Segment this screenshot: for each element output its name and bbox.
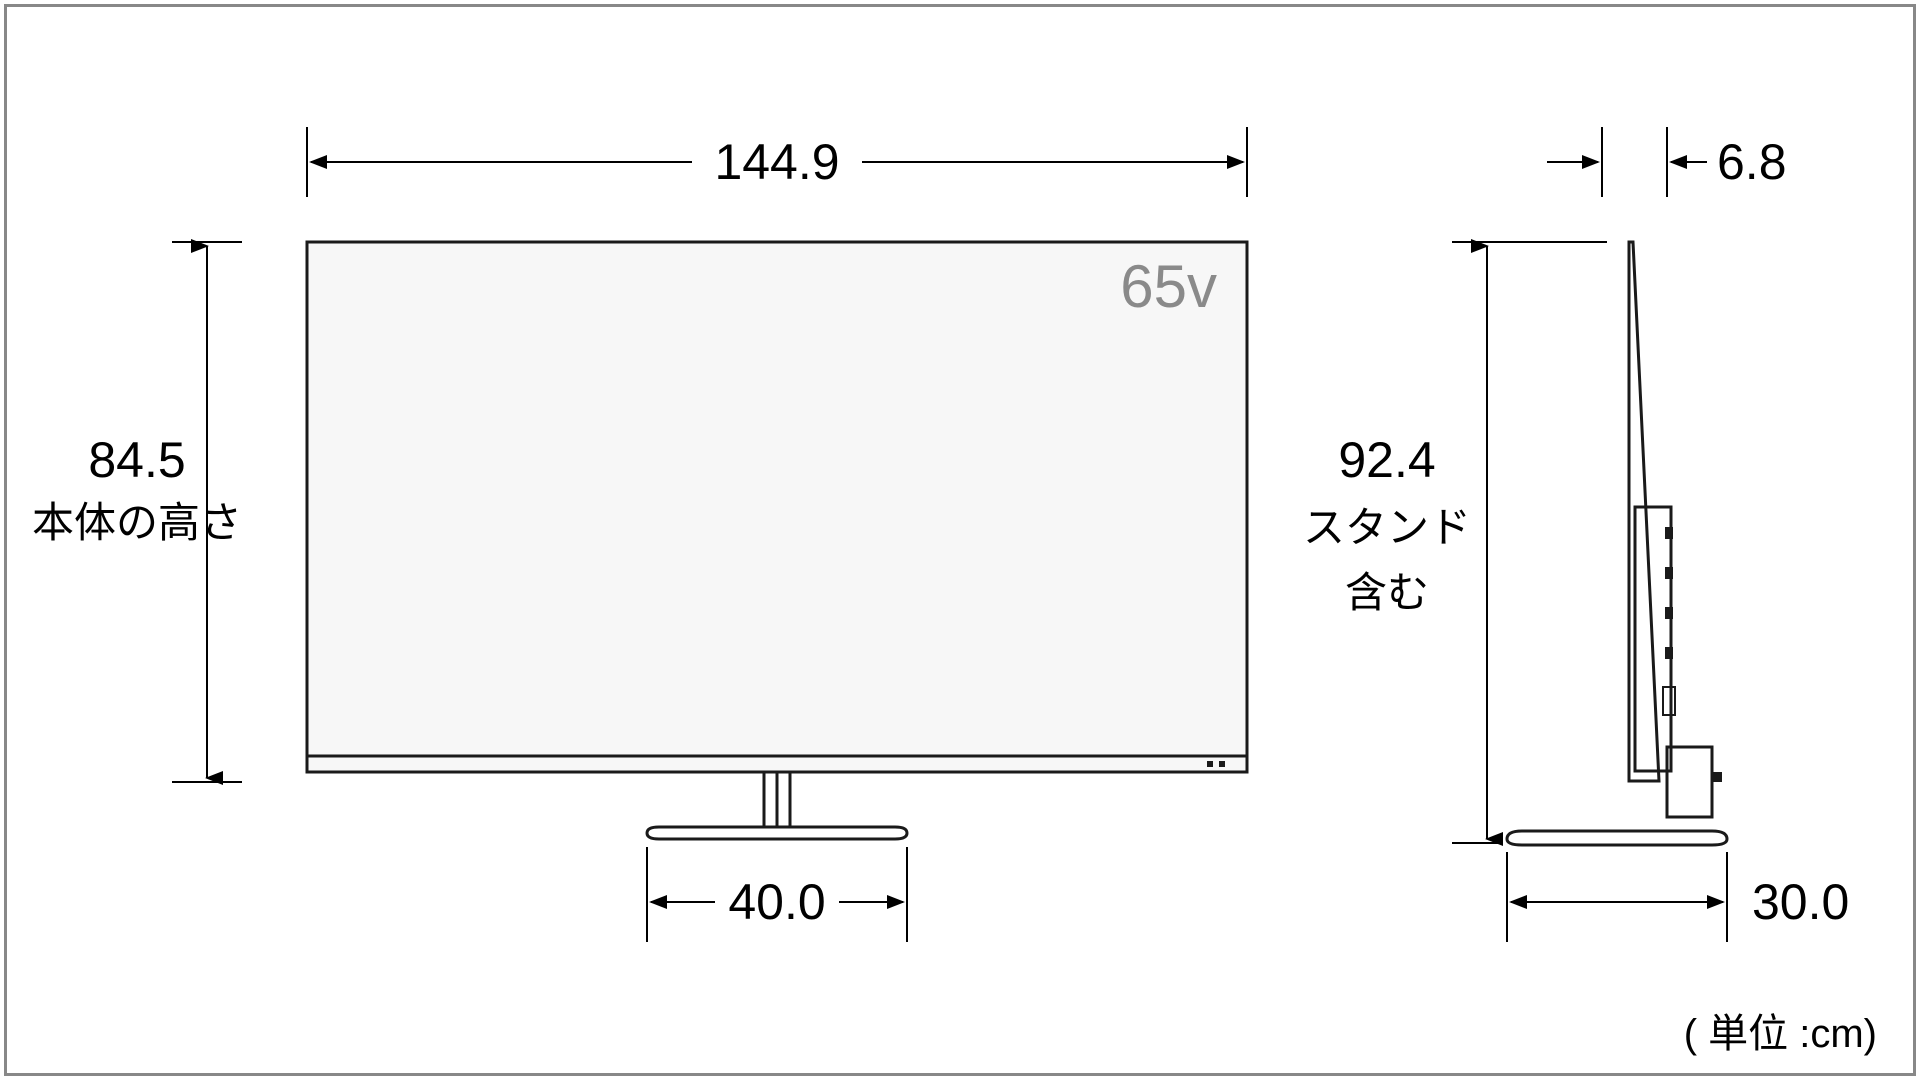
total-height-value: 92.4 bbox=[1338, 432, 1435, 488]
tv-screen-front bbox=[307, 242, 1247, 772]
total-height-caption-2: 含む bbox=[1345, 569, 1429, 616]
front-view: 65v 144.9 84.5 本体の高さ 40.0 bbox=[32, 127, 1247, 942]
tv-ports bbox=[1663, 527, 1675, 715]
side-view: 6.8 92.4 スタンド 含む 30.0 bbox=[1303, 127, 1849, 942]
unit-label: ( 単位 :cm) bbox=[1684, 1012, 1877, 1056]
tv-stand-base-front bbox=[647, 827, 907, 839]
width-value: 144.9 bbox=[714, 134, 839, 190]
tv-stand-neck bbox=[1667, 747, 1712, 817]
diagram-frame: 65v 144.9 84.5 本体の高さ 40.0 bbox=[4, 4, 1916, 1076]
indicator-dot bbox=[1207, 761, 1213, 767]
total-height-caption-1: スタンド bbox=[1303, 504, 1471, 551]
depth-value: 30.0 bbox=[1752, 874, 1849, 930]
dimension-diagram: 65v 144.9 84.5 本体の高さ 40.0 bbox=[7, 7, 1913, 1073]
height-caption: 本体の高さ bbox=[32, 499, 242, 546]
model-label: 65v bbox=[1120, 253, 1217, 320]
indicator-dot bbox=[1219, 761, 1225, 767]
thickness-value: 6.8 bbox=[1717, 134, 1787, 190]
tv-stand-slot bbox=[1712, 772, 1722, 782]
stand-width-value: 40.0 bbox=[728, 874, 825, 930]
height-value: 84.5 bbox=[88, 432, 185, 488]
tv-stand-base-side bbox=[1507, 831, 1727, 845]
